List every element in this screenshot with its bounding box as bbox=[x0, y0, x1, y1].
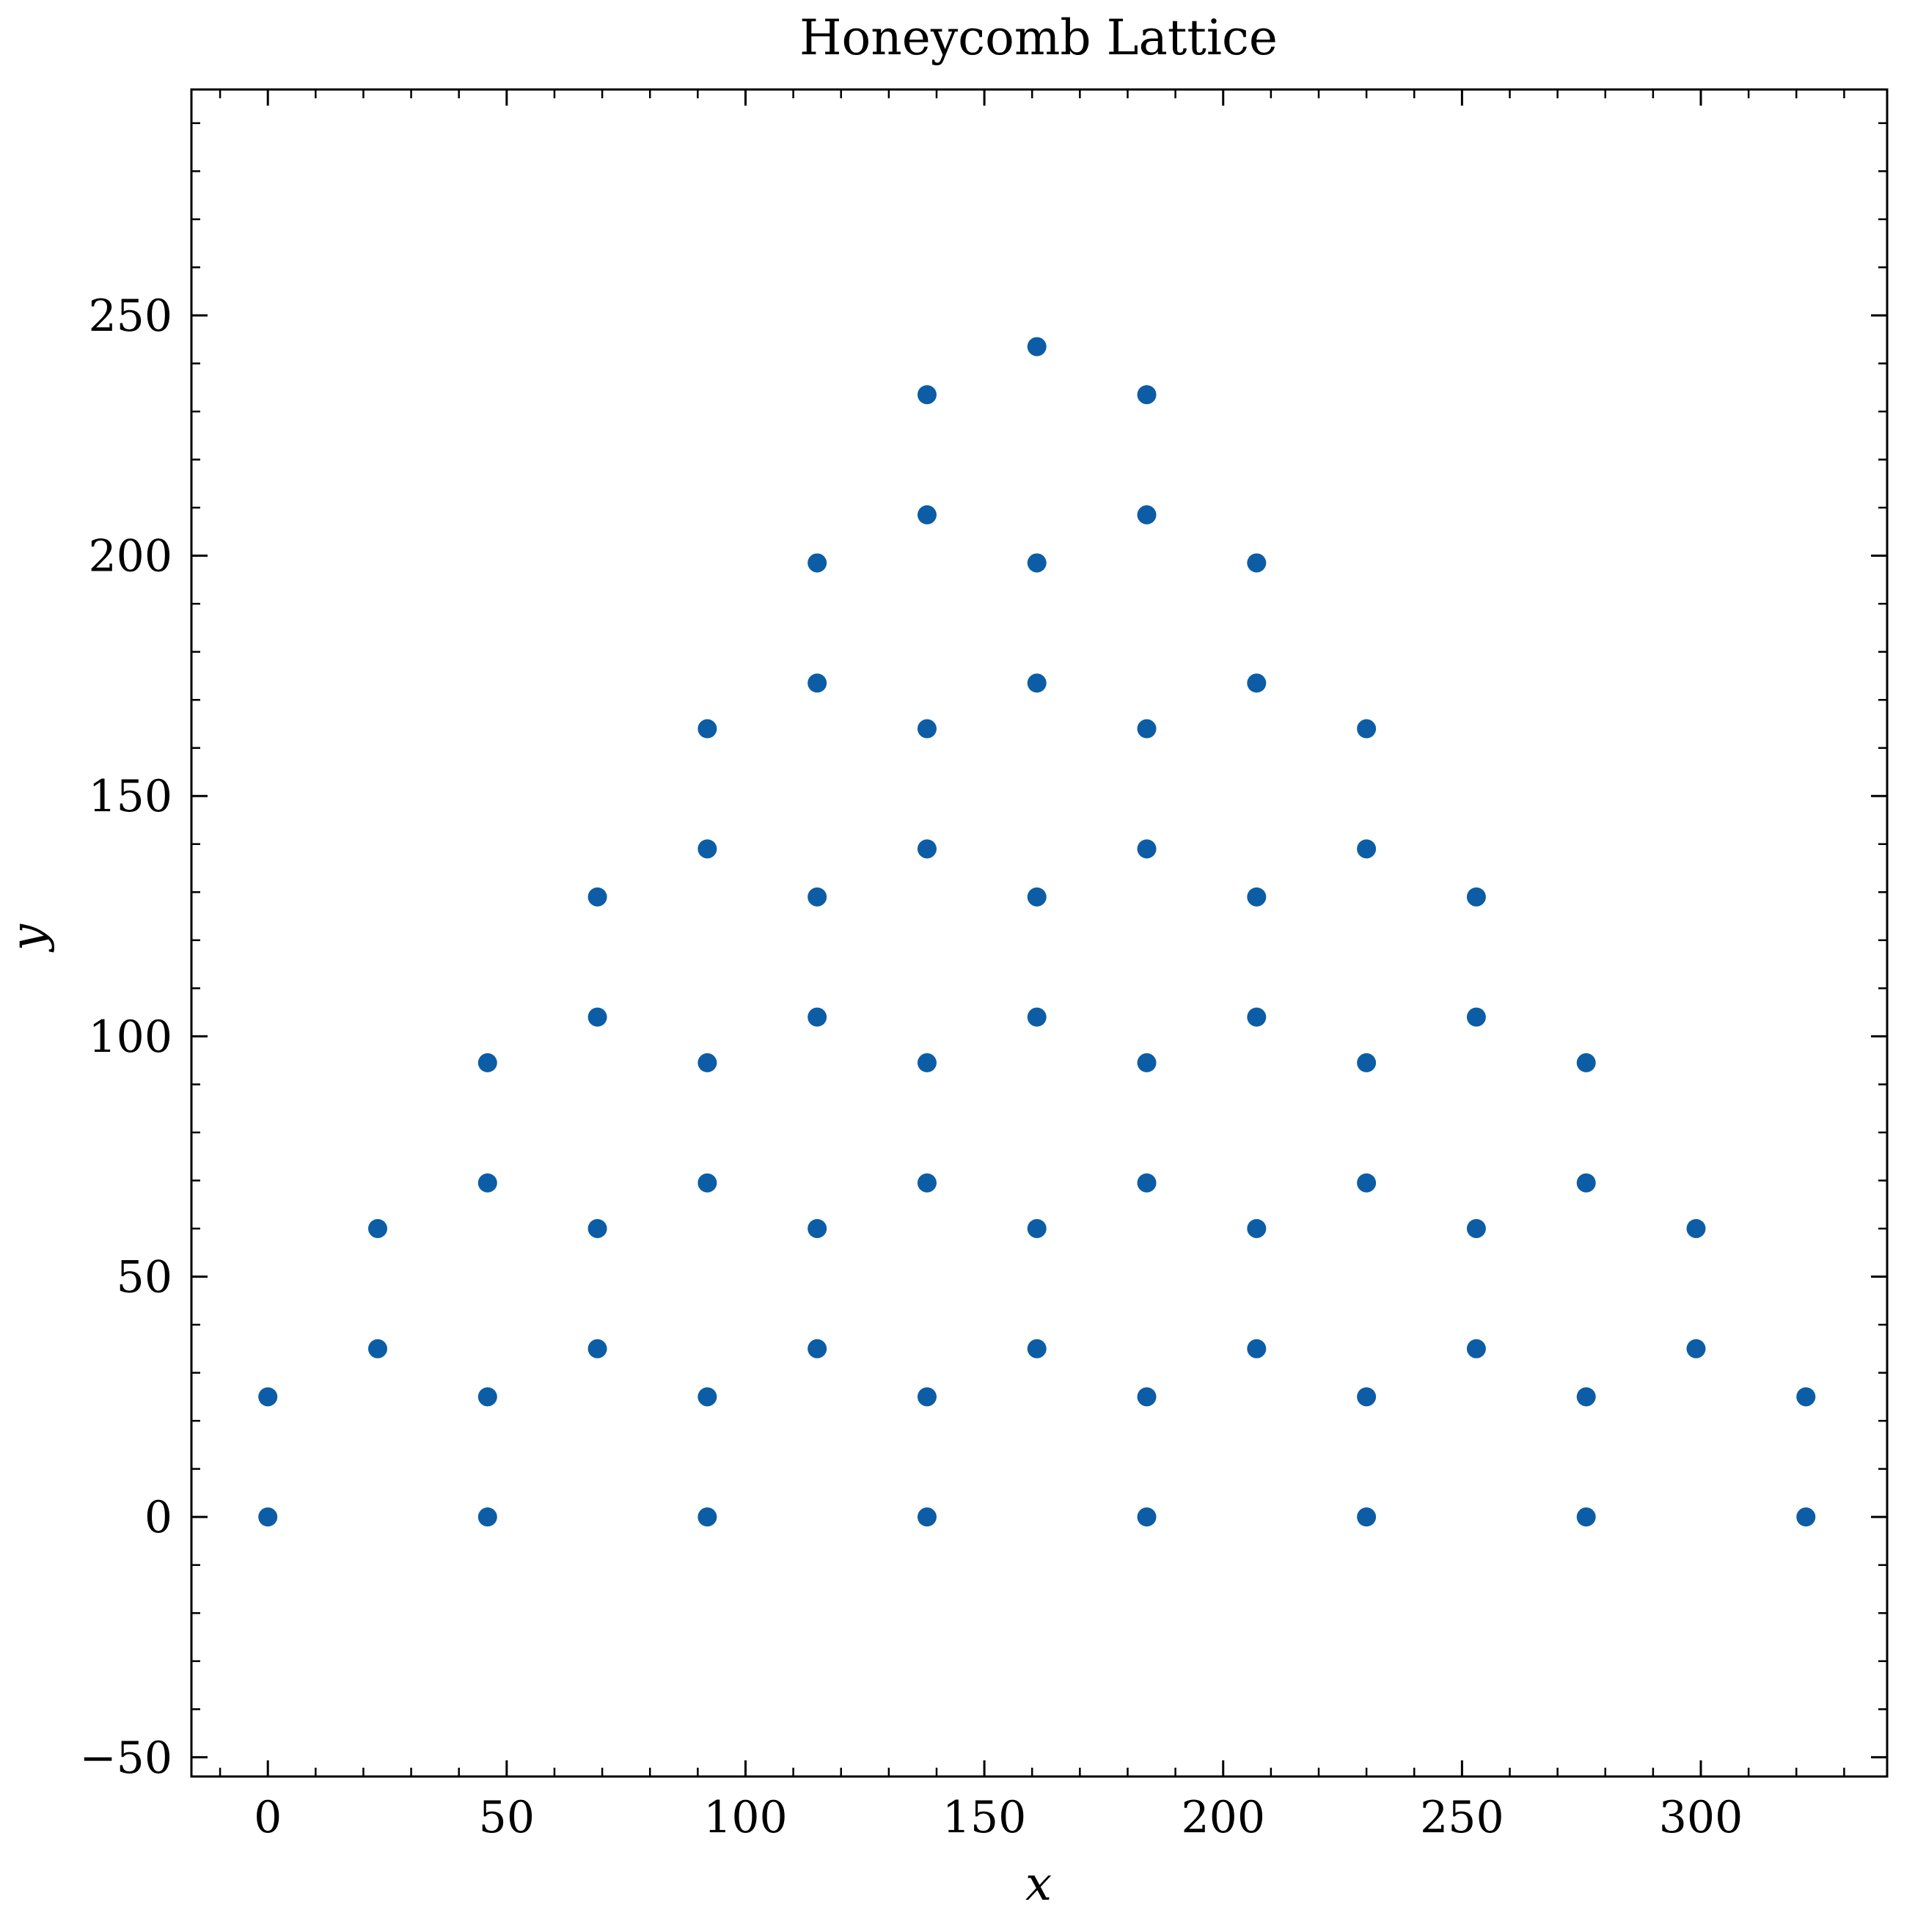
data-point bbox=[258, 1387, 278, 1407]
data-point bbox=[587, 1218, 607, 1238]
data-point bbox=[1247, 1339, 1267, 1358]
data-point bbox=[1357, 1173, 1377, 1193]
data-point bbox=[1576, 1053, 1596, 1072]
data-point bbox=[1686, 1339, 1706, 1358]
data-point bbox=[587, 1007, 607, 1027]
data-point bbox=[697, 719, 717, 739]
data-point bbox=[1137, 1053, 1157, 1072]
x-axis-label: x bbox=[1025, 1857, 1052, 1911]
data-point bbox=[1796, 1507, 1816, 1527]
data-point bbox=[808, 553, 827, 573]
data-point bbox=[1027, 1218, 1047, 1238]
data-point bbox=[1137, 1173, 1157, 1193]
data-point bbox=[917, 1507, 937, 1527]
data-point bbox=[808, 1218, 827, 1238]
plot-area: 0 50 100 150 200 250 300 −50 0 50 100 150 200 250 bbox=[79, 88, 1889, 1843]
data-point bbox=[1357, 839, 1377, 859]
data-point bbox=[477, 1053, 497, 1072]
y-tick-label: 150 bbox=[88, 771, 172, 822]
data-point bbox=[1137, 839, 1157, 859]
x-tick-label: 50 bbox=[479, 1792, 535, 1843]
data-point bbox=[1796, 1387, 1816, 1407]
y-tick-label: 50 bbox=[117, 1252, 172, 1303]
data-point bbox=[1466, 1007, 1486, 1027]
data-point bbox=[1027, 887, 1047, 907]
data-point bbox=[1357, 1387, 1377, 1407]
y-tick-label: 100 bbox=[88, 1011, 172, 1063]
data-point bbox=[1466, 1218, 1486, 1238]
data-point bbox=[808, 673, 827, 693]
data-point bbox=[1686, 1218, 1706, 1238]
data-point bbox=[917, 839, 937, 859]
x-tick-label: 100 bbox=[703, 1792, 788, 1843]
data-point bbox=[367, 1218, 387, 1238]
data-point bbox=[1137, 1387, 1157, 1407]
data-point bbox=[587, 1339, 607, 1358]
data-point bbox=[917, 719, 937, 739]
data-point bbox=[1027, 1339, 1047, 1358]
data-point bbox=[697, 1053, 717, 1072]
plot-frame bbox=[190, 88, 1889, 1778]
data-point bbox=[1576, 1387, 1596, 1407]
y-tick-label: 0 bbox=[144, 1492, 172, 1543]
data-point bbox=[917, 385, 937, 405]
data-point bbox=[477, 1507, 497, 1527]
data-point bbox=[1137, 505, 1157, 524]
data-point bbox=[917, 505, 937, 524]
y-tick-label: −50 bbox=[79, 1732, 172, 1784]
data-point bbox=[808, 1339, 827, 1358]
x-tick-label: 250 bbox=[1420, 1792, 1504, 1843]
x-tick-label: 150 bbox=[942, 1792, 1027, 1843]
data-point bbox=[1357, 1507, 1377, 1527]
data-point bbox=[1357, 719, 1377, 739]
data-point bbox=[1137, 719, 1157, 739]
data-point bbox=[1247, 673, 1267, 693]
y-tick-label: 250 bbox=[88, 290, 172, 342]
x-tick-label: 0 bbox=[254, 1792, 282, 1843]
data-point bbox=[697, 1507, 717, 1527]
data-point bbox=[1247, 1218, 1267, 1238]
data-point bbox=[587, 887, 607, 907]
data-point bbox=[477, 1387, 497, 1407]
chart-title: Honeycomb Lattice bbox=[799, 10, 1278, 66]
data-point bbox=[697, 1387, 717, 1407]
data-point bbox=[1576, 1507, 1596, 1527]
x-tick-label: 200 bbox=[1181, 1792, 1265, 1843]
data-point bbox=[477, 1173, 497, 1193]
data-point bbox=[917, 1173, 937, 1193]
x-tick-label: 300 bbox=[1659, 1792, 1743, 1843]
y-tick-label: 200 bbox=[88, 531, 172, 582]
data-point bbox=[808, 1007, 827, 1027]
data-point bbox=[258, 1507, 278, 1527]
data-point bbox=[1466, 887, 1486, 907]
data-point bbox=[697, 839, 717, 859]
data-point bbox=[808, 887, 827, 907]
data-point bbox=[917, 1053, 937, 1072]
data-point bbox=[367, 1339, 387, 1358]
data-point bbox=[1027, 1007, 1047, 1027]
data-point bbox=[1027, 337, 1047, 356]
data-point bbox=[1247, 887, 1267, 907]
data-point bbox=[1027, 673, 1047, 693]
data-point bbox=[1466, 1339, 1486, 1358]
data-point bbox=[1576, 1173, 1596, 1193]
data-point bbox=[1247, 1007, 1267, 1027]
data-point bbox=[1027, 553, 1047, 573]
data-point bbox=[1137, 1507, 1157, 1527]
data-point bbox=[1137, 385, 1157, 405]
y-axis-label: y bbox=[1, 923, 56, 953]
data-point bbox=[917, 1387, 937, 1407]
data-point bbox=[1247, 553, 1267, 573]
data-point bbox=[697, 1173, 717, 1193]
data-point bbox=[1357, 1053, 1377, 1072]
